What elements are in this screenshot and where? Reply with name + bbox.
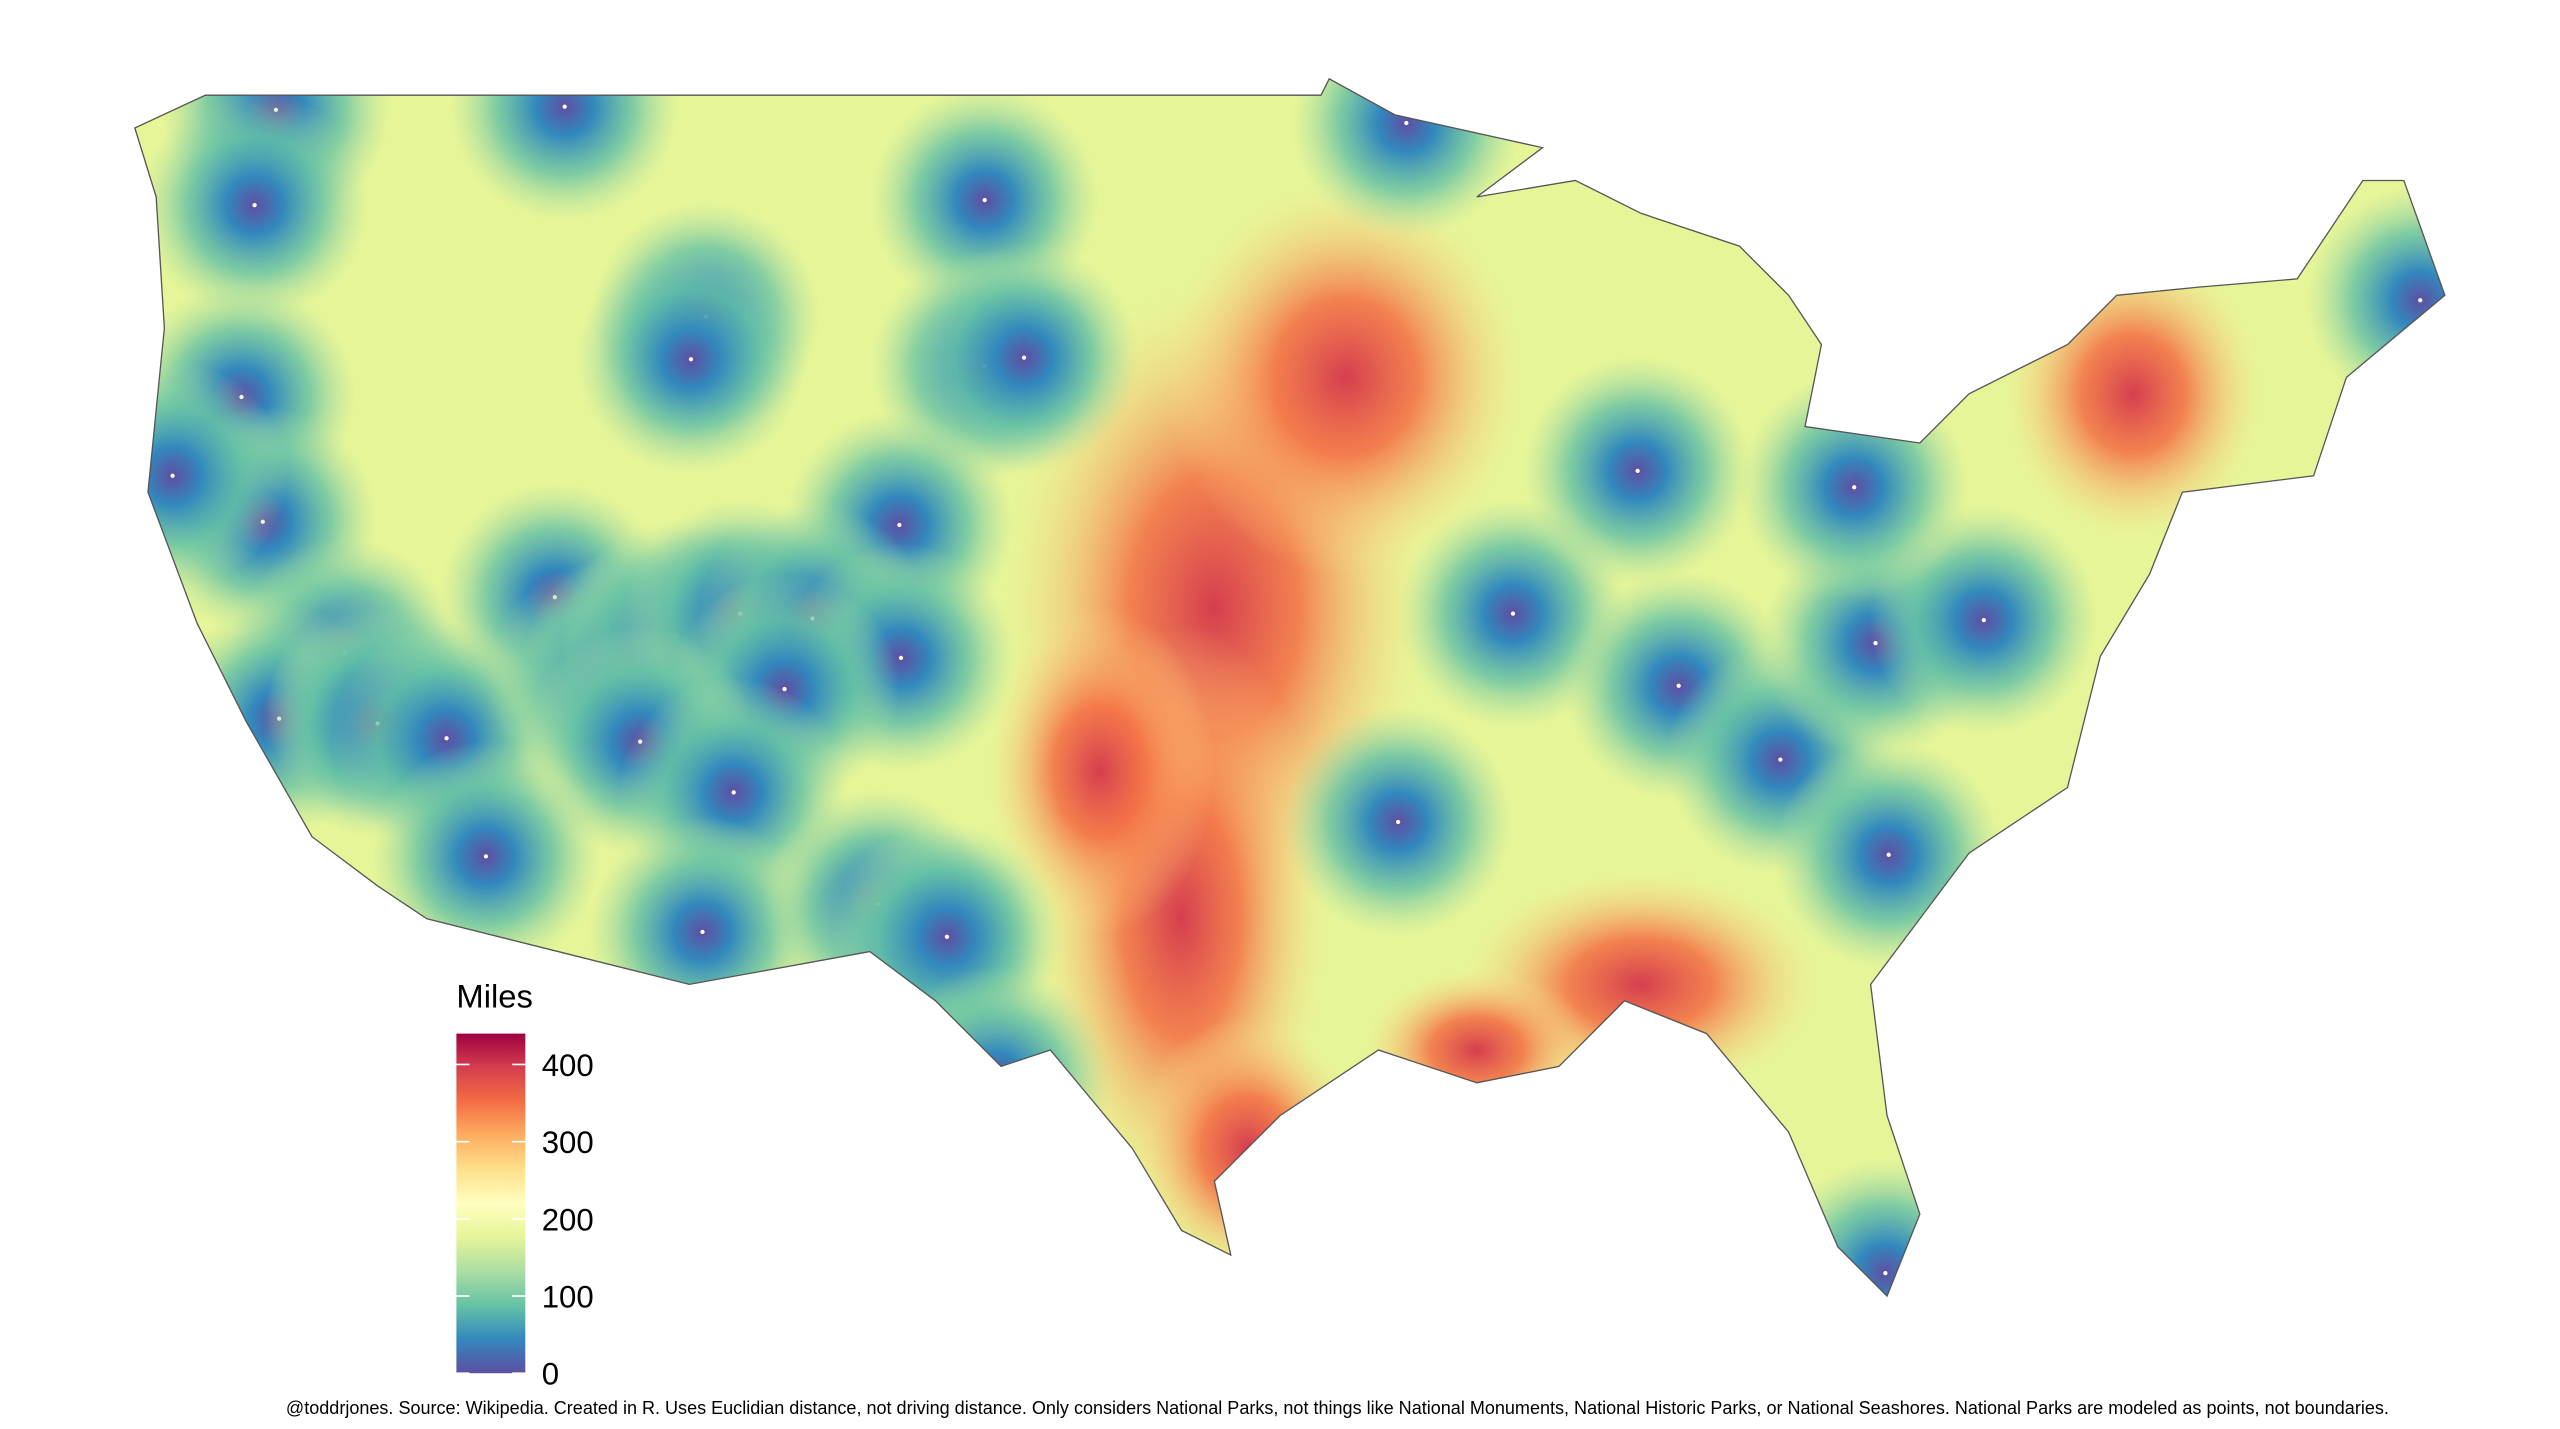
colorbar-tick-label: 0	[542, 1357, 559, 1392]
caption: @toddrjones. Source: Wikipedia. Created …	[286, 1398, 2389, 1418]
park-point	[1883, 1271, 1888, 1276]
park-point	[898, 655, 904, 661]
park-point	[252, 202, 257, 208]
park-point	[982, 198, 987, 203]
park-point	[1395, 819, 1401, 825]
hot-region	[1165, 180, 1527, 575]
park-point	[1676, 683, 1681, 688]
park-point	[994, 1079, 999, 1084]
park-point	[1404, 120, 1409, 126]
park-point	[1635, 468, 1640, 473]
hot-region	[1362, 967, 1592, 1133]
park-point	[562, 104, 567, 109]
colorbar-tick-label: 100	[542, 1280, 594, 1315]
legend: Miles 0 100 200 300 400	[456, 977, 594, 1392]
park-point	[1778, 757, 1783, 762]
park-point	[1852, 485, 1857, 490]
legend-title: Miles	[456, 977, 533, 1014]
park-area	[449, 78, 680, 222]
colorbar-tick-label: 200	[542, 1202, 594, 1237]
park-point	[1510, 611, 1516, 616]
park-point	[1021, 355, 1027, 360]
park-point	[444, 736, 449, 741]
park-point	[944, 934, 950, 939]
park-point	[2418, 298, 2423, 303]
colorbar-tick-label: 300	[542, 1125, 594, 1160]
park-point	[1886, 852, 1891, 857]
hot-region	[2001, 246, 2265, 542]
colorbar-tick-label: 400	[542, 1048, 594, 1083]
park-point	[1981, 618, 1986, 623]
hot-region	[984, 607, 1215, 936]
park-point	[731, 790, 736, 795]
colorbar	[456, 1033, 526, 1374]
park-point	[897, 522, 902, 528]
park-point	[688, 357, 694, 362]
park-point	[170, 473, 175, 478]
park-point	[483, 854, 489, 859]
park-point	[700, 929, 705, 935]
